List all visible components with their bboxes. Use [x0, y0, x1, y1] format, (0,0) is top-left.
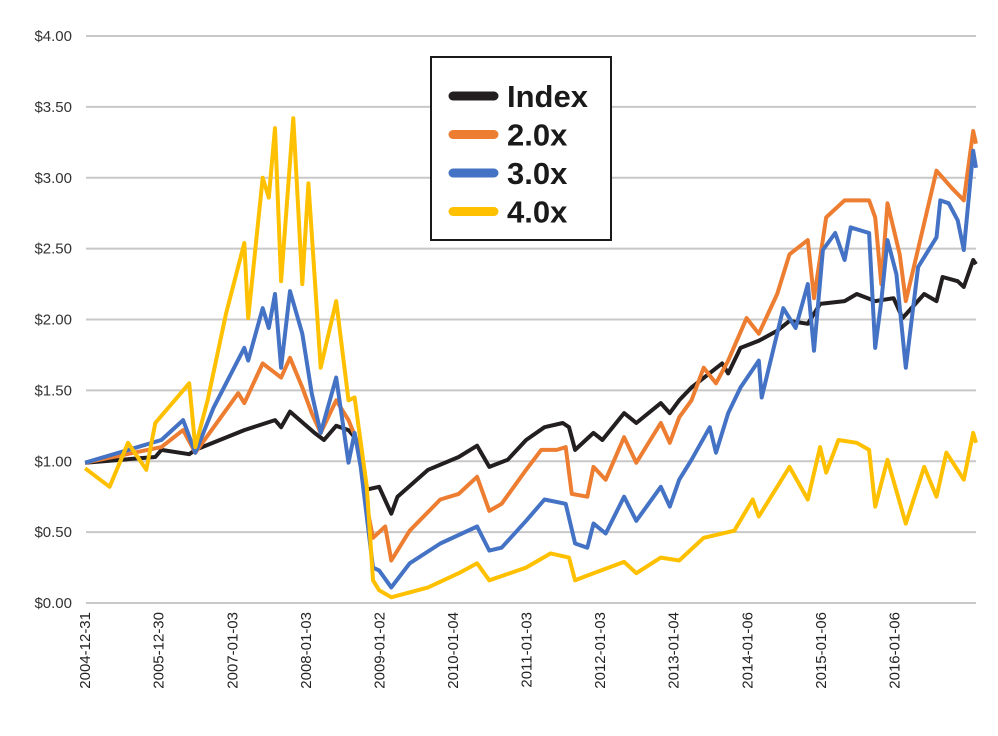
legend-label: 4.0x	[507, 195, 568, 230]
legend: Index 2.0x3.0x 4.0x	[430, 56, 612, 241]
y-tick-label: $2.50	[34, 241, 72, 258]
y-tick-label: $4.00	[34, 28, 72, 45]
x-tick-label: 2005-12-30	[150, 612, 167, 689]
y-tick-label: $1.50	[34, 382, 72, 399]
y-tick-label: $3.50	[34, 99, 72, 116]
legend-label: Index	[507, 79, 589, 114]
x-axis-ticks: 2004-12-31 2005-12-30 2007-01-03 2008-01-03…	[77, 612, 904, 689]
series-line-index	[84, 258, 978, 516]
x-tick-label: 2007-01-03	[224, 612, 241, 689]
series-line-4-0x	[83, 116, 978, 600]
y-axis-ticks: $0.00 $0.50 $1.00 $1.50 $2.00 $2.50 $3.00 $3.50…	[34, 28, 72, 612]
x-tick-label: 2016-01-06	[887, 612, 904, 689]
x-tick-label: 2008-01-03	[298, 612, 315, 689]
gridlines	[86, 35, 976, 604]
x-tick-label: 2010-01-04	[445, 612, 462, 689]
x-tick-label: 2011-01-03	[518, 612, 535, 688]
x-tick-label: 2009-01-02	[371, 612, 388, 689]
x-tick-label: 2013-01-04	[666, 612, 683, 689]
y-tick-label: $0.00	[34, 595, 72, 612]
x-tick-label: 2004-12-31	[77, 612, 94, 689]
x-tick-label: 2015-01-06	[813, 612, 830, 689]
x-tick-label: 2012-01-03	[592, 612, 609, 689]
y-tick-label: $3.00	[34, 170, 72, 187]
y-tick-label: $2.00	[34, 312, 72, 329]
legend-label: 2.0x	[507, 118, 568, 153]
legend-label: 3.0x	[507, 156, 568, 191]
series-lines	[83, 116, 978, 600]
y-tick-label: $1.00	[34, 453, 72, 470]
series-line-3-0x	[84, 148, 978, 590]
series-line-2-0x	[84, 129, 978, 563]
y-tick-label: $0.50	[34, 524, 72, 541]
x-tick-label: 2014-01-06	[740, 612, 757, 689]
